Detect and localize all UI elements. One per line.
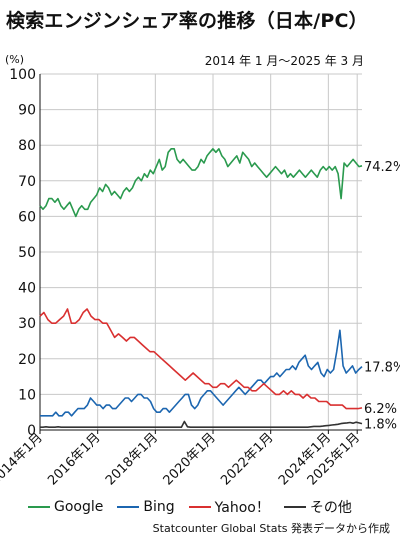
legend: Google Bing Yahoo！ その他 xyxy=(28,497,352,517)
end-label-3: 1.8% xyxy=(364,418,397,433)
x-tick-label-4: 2022年1月 xyxy=(218,430,276,488)
x-tick-label-0: 2014年1月 xyxy=(0,430,46,488)
legend-swatch-google xyxy=(28,506,50,508)
legend-item-other: その他 xyxy=(283,497,352,517)
y-tick-label-30: 30 xyxy=(18,316,36,332)
y-tick-label-50: 50 xyxy=(18,245,36,261)
legend-swatch-yahoo xyxy=(188,506,211,508)
x-tick-label-1: 2016年1月 xyxy=(45,430,103,488)
series-line-series3 xyxy=(40,420,363,429)
y-tick-label-100: 100 xyxy=(9,67,36,83)
x-tick-label-2: 2018年1月 xyxy=(103,430,161,488)
chart-subtitle: 2014 年 1 月～2025 年 3 月 xyxy=(204,54,364,68)
end-label-1: 17.8% xyxy=(364,361,400,376)
legend-swatch-other xyxy=(283,506,306,508)
legend-label-google: Google xyxy=(54,499,104,515)
y-tick-label-20: 20 xyxy=(18,352,36,368)
legend-item-google: Google xyxy=(28,499,103,515)
legend-item-bing: Bing xyxy=(117,499,175,515)
y-tick-label-90: 90 xyxy=(18,103,36,119)
x-tick-label-3: 2020年1月 xyxy=(161,430,219,488)
end-label-2: 6.2% xyxy=(364,402,397,417)
series-line-bing xyxy=(40,329,363,417)
y-tick-label-40: 40 xyxy=(18,281,36,297)
legend-label-other: その他 xyxy=(309,500,352,516)
legend-label-bing: Bing xyxy=(143,499,175,515)
y-tick-label-80: 80 xyxy=(18,138,36,154)
series-line-yahoo xyxy=(39,308,363,410)
end-label-0: 74.2% xyxy=(364,160,400,175)
y-tick-label-0: 0 xyxy=(27,423,36,439)
legend-label-yahoo: Yahoo！ xyxy=(214,500,270,516)
source-note: Statcounter Global Stats 発表データから作成 xyxy=(152,522,390,535)
chart-title: 検索エンジンシェア率の推移（日本/PC） xyxy=(6,10,368,32)
legend-swatch-bing xyxy=(117,506,140,508)
y-tick-label-10: 10 xyxy=(18,387,36,403)
y-tick-label-70: 70 xyxy=(18,174,36,190)
y-axis-unit: (%) xyxy=(5,53,25,66)
line-chart: 0 10 20 30 40 50 60 70 80 90 100 2014年1月 2016年1月 2018… xyxy=(0,67,400,488)
legend-item-yahoo: Yahoo！ xyxy=(188,497,270,517)
y-tick-label-60: 60 xyxy=(18,209,36,225)
series-line-google xyxy=(39,148,363,218)
